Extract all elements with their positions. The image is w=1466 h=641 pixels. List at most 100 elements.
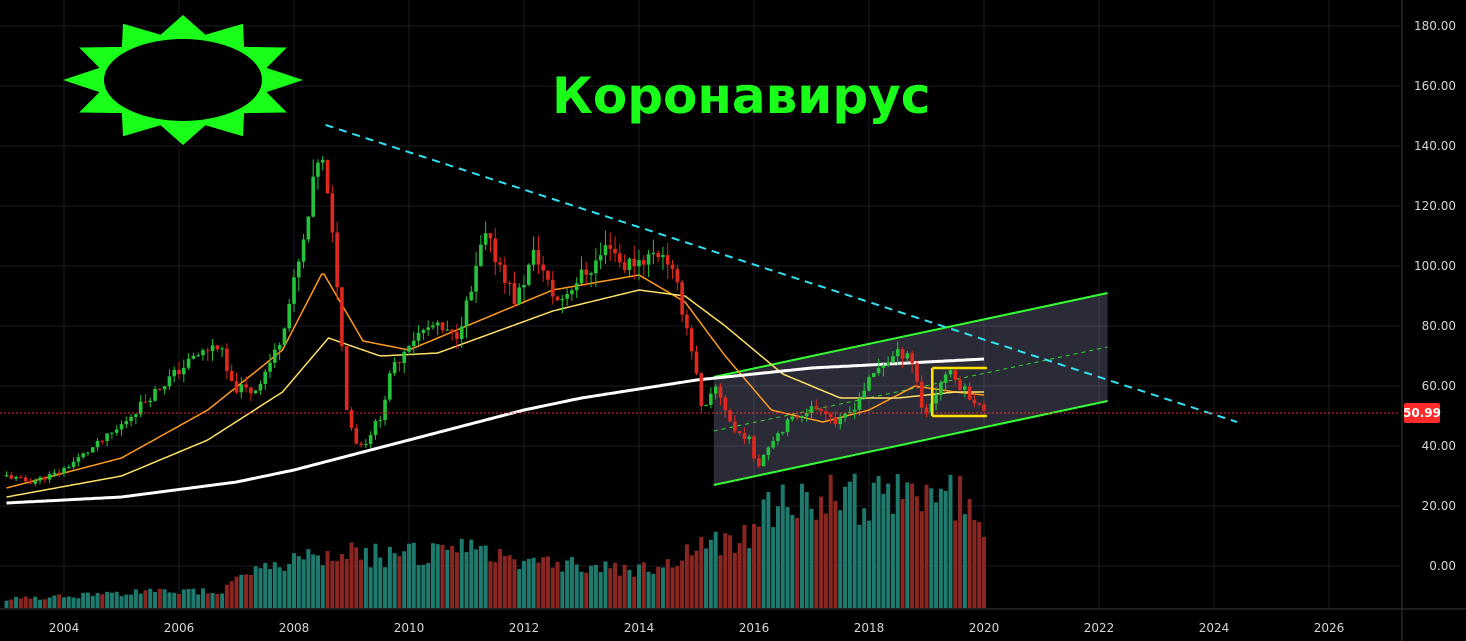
volume-bar [488,561,493,608]
channel-lower-line [713,400,1108,486]
volume-bar [732,552,737,608]
candle-body [464,300,469,327]
candle-body [373,420,378,436]
volume-bar [383,567,388,608]
volume-bar [938,488,943,608]
volume-bar [474,549,479,608]
chart-title: Коронавирус [552,67,931,125]
x-tick-label: 2008 [279,621,310,635]
candle-body [287,303,292,329]
candle-body [239,384,244,393]
candle-body [819,408,823,412]
candle-body [800,416,804,418]
candle-body [316,162,320,177]
resistance-trendline [325,124,1238,423]
candle-body [330,193,335,233]
volume-bar [598,572,603,608]
candle-body [19,476,23,478]
volume-bar [895,474,900,608]
x-tick-label: 2018 [854,621,885,635]
volume-bar [584,572,589,608]
volume-bar [200,588,205,608]
volume-bar [196,594,201,608]
candle-body [886,362,890,366]
volume-bar [47,597,52,608]
volume-bar [28,598,33,608]
candle-body [919,381,924,408]
volume-bar [124,594,129,608]
candle-body [167,376,172,387]
candle-body [143,401,148,403]
volume-bar [450,545,455,608]
candle-body [105,433,109,442]
candle-body [838,417,843,425]
volume-bar [809,508,814,608]
volume-bar [502,555,507,608]
volume-bar [38,599,43,608]
volume-bar [775,506,780,608]
volume-bar [507,555,512,608]
volume-bar [900,498,905,608]
candle-body [699,373,704,407]
candle-body [594,260,598,274]
candle-body [857,398,862,410]
volume-bar [646,571,651,608]
candle-body [963,386,967,390]
candle-body [416,332,421,341]
candle-body [210,345,215,352]
volume-bar [943,491,948,608]
candle-body [368,435,373,444]
volume-bar [52,595,57,608]
volume-bar [469,539,474,608]
candle-body [483,233,488,245]
volume-bar [172,592,177,608]
volume-bar [335,560,340,608]
volume-bar [90,595,95,608]
y-tick-label: 100.00 [1414,259,1456,273]
candle-body [795,416,799,418]
volume-bar [315,555,320,608]
volume-bar [95,593,100,608]
candle-body [229,371,234,382]
volume-bar [363,548,368,608]
candle-body [522,284,526,288]
volume-bar [311,554,316,608]
candle-body [426,327,430,330]
candle-body [694,351,699,374]
candle-body [948,370,953,375]
volume-bar [958,476,963,608]
volume-bar [948,474,953,608]
volume-bar [215,593,220,608]
volume-bar [962,514,967,608]
candle-body [972,399,977,404]
volume-bar [823,513,828,608]
volume-bar [234,576,239,608]
volume-bar [153,591,158,608]
volume-bar [550,567,555,608]
volume-bar [708,539,713,608]
volume-bar [512,559,517,608]
candle-body [737,431,742,434]
volume-bar [833,501,838,608]
x-tick-label: 2014 [624,621,655,635]
candle-body [776,433,780,442]
candle-body [33,480,38,484]
volume-bar [847,481,852,608]
candle-body [613,248,617,254]
candle-body [52,472,57,475]
volume-bar [857,524,862,608]
volume-bar [934,502,939,608]
volume-bar [929,488,934,608]
volume-bar [622,564,627,608]
volume-bar [253,566,258,608]
candle-body [915,363,919,382]
candle-body [9,475,14,479]
candle-body [622,262,627,270]
volume-bar [4,600,9,608]
volume-bar [752,523,756,608]
candle-body [603,245,608,256]
candle-body [790,416,795,420]
candle-body [910,353,914,364]
volume-bar [306,549,311,608]
